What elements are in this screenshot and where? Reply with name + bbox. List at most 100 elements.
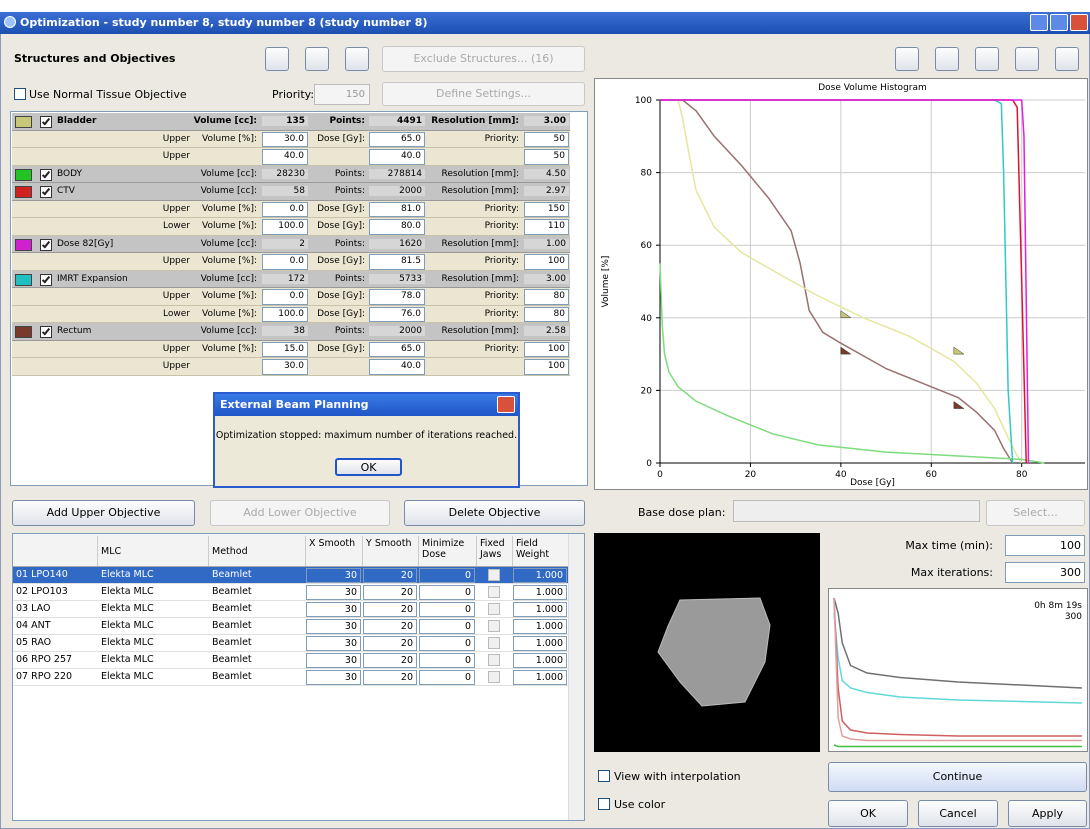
field-input[interactable]: 20 xyxy=(363,568,417,583)
checkbox[interactable] xyxy=(598,798,610,810)
max-time-input[interactable]: 100 xyxy=(1005,535,1085,556)
structure-color[interactable] xyxy=(15,186,32,198)
field-input[interactable]: 1.000 xyxy=(513,602,567,617)
minimize-button[interactable] xyxy=(1030,14,1048,31)
toolbar-icon[interactable] xyxy=(265,47,289,71)
add-lower-button[interactable]: Add Lower Objective xyxy=(210,500,390,526)
max-iterations-input[interactable]: 300 xyxy=(1005,562,1085,583)
structure-color[interactable] xyxy=(15,239,32,251)
view-icon[interactable] xyxy=(1015,47,1039,71)
apply-button[interactable]: Apply xyxy=(1008,800,1087,827)
field-input[interactable]: 30 xyxy=(306,670,361,685)
checkbox[interactable] xyxy=(488,654,500,666)
objective-input[interactable]: 150 xyxy=(524,202,569,218)
field-cell: 03 LAO xyxy=(13,602,96,617)
field-input[interactable]: 30 xyxy=(306,619,361,634)
objective-input[interactable]: 81.0 xyxy=(369,202,425,218)
ok-button[interactable]: OK xyxy=(828,800,908,827)
scrollbar[interactable] xyxy=(568,534,584,820)
field-input[interactable]: 20 xyxy=(363,602,417,617)
checkbox[interactable] xyxy=(488,671,500,683)
objective-input[interactable]: 40.0 xyxy=(262,149,308,165)
field-input[interactable]: 30 xyxy=(306,636,361,651)
objective-input[interactable]: 50 xyxy=(524,149,569,165)
view-icon[interactable] xyxy=(1055,47,1079,71)
field-input[interactable]: 0 xyxy=(419,653,475,668)
checkbox[interactable] xyxy=(488,586,500,598)
objective-input[interactable]: 81.5 xyxy=(369,254,425,270)
objective-input[interactable]: 30.0 xyxy=(262,359,308,375)
add-upper-button[interactable]: Add Upper Objective xyxy=(12,500,195,526)
objective-input[interactable]: 80 xyxy=(524,289,569,305)
objective-input[interactable]: 65.0 xyxy=(369,342,425,358)
field-input[interactable]: 30 xyxy=(306,653,361,668)
field-input[interactable]: 20 xyxy=(363,636,417,651)
checkbox[interactable] xyxy=(14,88,26,100)
structure-color[interactable] xyxy=(15,116,32,128)
export-icon[interactable] xyxy=(345,47,369,71)
field-input[interactable]: 1.000 xyxy=(513,670,567,685)
checkbox[interactable] xyxy=(488,620,500,632)
field-input[interactable]: 1.000 xyxy=(513,636,567,651)
objective-input[interactable]: 80 xyxy=(524,307,569,323)
view-icon[interactable] xyxy=(935,47,959,71)
objective-input[interactable]: 100.0 xyxy=(262,219,308,235)
field-input[interactable]: 0 xyxy=(419,670,475,685)
dialog-ok[interactable]: OK xyxy=(335,458,402,476)
objective-input[interactable]: 100 xyxy=(524,254,569,270)
objective-input[interactable]: 78.0 xyxy=(369,289,425,305)
checkbox[interactable] xyxy=(488,637,500,649)
view-icon[interactable] xyxy=(975,47,999,71)
select-button[interactable]: Select... xyxy=(986,500,1085,526)
field-input[interactable]: 0 xyxy=(419,636,475,651)
checkbox[interactable] xyxy=(598,770,610,782)
objective-input[interactable]: 110 xyxy=(524,219,569,235)
field-input[interactable]: 30 xyxy=(306,568,361,583)
objective-input[interactable]: 0.0 xyxy=(262,289,308,305)
priority-input[interactable]: 150 xyxy=(314,84,370,105)
objective-input[interactable]: 65.0 xyxy=(369,132,425,148)
close-button[interactable] xyxy=(1070,14,1088,31)
exclude-structures-button[interactable]: Exclude Structures... (16) xyxy=(382,46,585,72)
field-input[interactable]: 20 xyxy=(363,585,417,600)
field-input[interactable]: 20 xyxy=(363,619,417,634)
field-input[interactable]: 0 xyxy=(419,619,475,634)
checkbox[interactable] xyxy=(488,603,500,615)
objective-input[interactable]: 40.0 xyxy=(369,149,425,165)
objective-input[interactable]: 76.0 xyxy=(369,307,425,323)
cancel-button[interactable]: Cancel xyxy=(918,800,998,827)
field-input[interactable]: 1.000 xyxy=(513,653,567,668)
structure-color[interactable] xyxy=(15,274,32,286)
define-settings-button[interactable]: Define Settings... xyxy=(382,82,585,106)
base-dose-input[interactable] xyxy=(733,500,980,522)
field-input[interactable]: 30 xyxy=(306,602,361,617)
objective-input[interactable]: 100 xyxy=(524,359,569,375)
objective-input[interactable]: 15.0 xyxy=(262,342,308,358)
checkbox[interactable] xyxy=(488,569,500,581)
objective-input[interactable]: 100 xyxy=(524,342,569,358)
maximize-button[interactable] xyxy=(1050,14,1068,31)
field-input[interactable]: 1.000 xyxy=(513,585,567,600)
field-input[interactable]: 20 xyxy=(363,670,417,685)
field-input[interactable]: 1.000 xyxy=(513,619,567,634)
objective-input[interactable]: 80.0 xyxy=(369,219,425,235)
field-input[interactable]: 1.000 xyxy=(513,568,567,583)
objective-input[interactable]: 40.0 xyxy=(369,359,425,375)
delete-objective-button[interactable]: Delete Objective xyxy=(404,500,585,526)
objective-input[interactable]: 0.0 xyxy=(262,254,308,270)
view-icon[interactable] xyxy=(895,47,919,71)
structure-color[interactable] xyxy=(15,326,32,338)
dialog-close[interactable] xyxy=(497,396,515,413)
objective-input[interactable]: 30.0 xyxy=(262,132,308,148)
objective-input[interactable]: 0.0 xyxy=(262,202,308,218)
field-input[interactable]: 20 xyxy=(363,653,417,668)
field-input[interactable]: 0 xyxy=(419,602,475,617)
objective-input[interactable]: 50 xyxy=(524,132,569,148)
objective-input[interactable]: 100.0 xyxy=(262,307,308,323)
structure-color[interactable] xyxy=(15,169,32,181)
field-input[interactable]: 0 xyxy=(419,585,475,600)
continue-button[interactable]: Continue xyxy=(828,762,1087,792)
field-input[interactable]: 30 xyxy=(306,585,361,600)
field-input[interactable]: 0 xyxy=(419,568,475,583)
save-icon[interactable] xyxy=(305,47,329,71)
